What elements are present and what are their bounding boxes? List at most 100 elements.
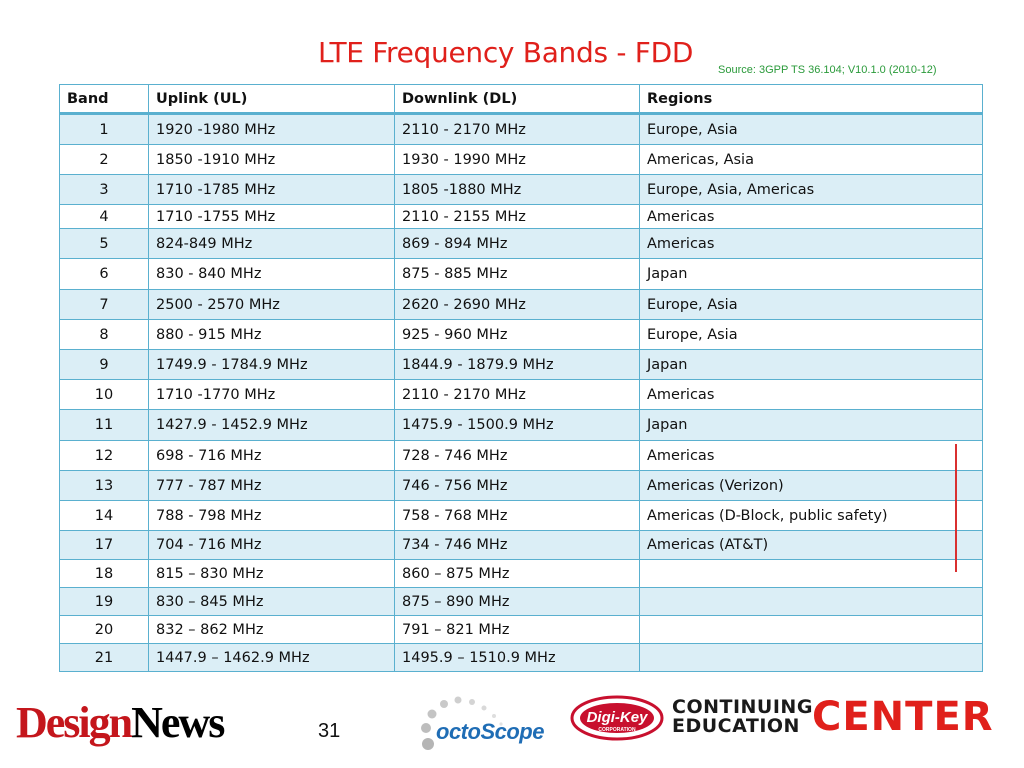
cell-downlink: 860 – 875 MHz <box>394 559 640 588</box>
cell-uplink: 1447.9 – 1462.9 MHz <box>148 643 395 672</box>
design-news-logo-part2: News <box>131 698 225 747</box>
cell-downlink: 1495.9 – 1510.9 MHz <box>394 643 640 672</box>
cell-downlink: 875 – 890 MHz <box>394 587 640 616</box>
cell-band: 7 <box>59 289 149 320</box>
lte-bands-table: Band Uplink (UL) Downlink (DL) Regions 1… <box>59 84 983 672</box>
cec-center-text: CENTER <box>812 694 994 740</box>
header-uplink: Uplink (UL) <box>148 84 395 115</box>
cell-uplink: 1710 -1755 MHz <box>148 204 395 229</box>
cell-downlink: 2110 - 2170 MHz <box>394 113 640 145</box>
cell-downlink: 734 - 746 MHz <box>394 530 640 560</box>
table-row: 11 1427.9 - 1452.9 MHz 1475.9 - 1500.9 MHz… <box>59 409 983 441</box>
cell-downlink: 1930 - 1990 MHz <box>394 144 640 175</box>
digikey-logo: Digi-Key CORPORATION <box>570 695 664 741</box>
cell-uplink: 824-849 MHz <box>148 228 395 259</box>
cell-band: 2 <box>59 144 149 175</box>
table-row: 14 788 - 798 MHz 758 - 768 MHz Americas (D-… <box>59 500 983 531</box>
cell-band: 8 <box>59 319 149 350</box>
cell-regions: Americas (AT&T) <box>639 530 983 560</box>
cell-downlink: 2110 - 2155 MHz <box>394 204 640 229</box>
source-citation: Source: 3GPP TS 36.104; V10.1.0 (2010-12… <box>718 64 937 76</box>
cell-regions <box>639 559 983 588</box>
cell-regions: Japan <box>639 349 983 380</box>
cell-regions <box>639 615 983 644</box>
cell-downlink: 875 - 885 MHz <box>394 258 640 290</box>
cell-uplink: 777 - 787 MHz <box>148 470 395 501</box>
table-row: 4 1710 -1755 MHz 2110 - 2155 MHz Americas <box>59 204 983 229</box>
cell-downlink: 1475.9 - 1500.9 MHz <box>394 409 640 441</box>
cell-regions: Americas <box>639 228 983 259</box>
cell-uplink: 1710 -1770 MHz <box>148 379 395 410</box>
page-number: 31 <box>318 720 341 742</box>
slide-title: LTE Frequency Bands - FDD <box>318 36 694 69</box>
cell-uplink: 830 – 845 MHz <box>148 587 395 616</box>
table-row: 1 1920 -1980 MHz 2110 - 2170 MHz Europe, As… <box>59 113 983 145</box>
cell-regions <box>639 587 983 616</box>
cell-downlink: 746 - 756 MHz <box>394 470 640 501</box>
cec-line1: CONTINUING <box>672 696 813 718</box>
cell-band: 9 <box>59 349 149 380</box>
continuing-education-logo: CONTINUING EDUCATION <box>672 698 813 736</box>
cell-downlink: 869 - 894 MHz <box>394 228 640 259</box>
cell-regions: Europe, Asia, Americas <box>639 174 983 205</box>
cell-band: 19 <box>59 587 149 616</box>
octoscope-dots-icon <box>421 696 503 750</box>
cell-band: 4 <box>59 204 149 229</box>
cell-band: 20 <box>59 615 149 644</box>
table-row: 17 704 - 716 MHz 734 - 746 MHz Americas (AT… <box>59 530 983 560</box>
cell-downlink: 758 - 768 MHz <box>394 500 640 531</box>
table-row: 7 2500 - 2570 MHz 2620 - 2690 MHz Europe, A… <box>59 289 983 320</box>
cell-regions: Europe, Asia <box>639 113 983 145</box>
cell-band: 11 <box>59 409 149 441</box>
cell-band: 1 <box>59 113 149 145</box>
table-row: 3 1710 -1785 MHz 1805 -1880 MHz Europe, Asi… <box>59 174 983 205</box>
cell-regions: Japan <box>639 258 983 290</box>
cell-band: 17 <box>59 530 149 560</box>
cell-uplink: 1427.9 - 1452.9 MHz <box>148 409 395 441</box>
octoscope-logo: octoScope <box>436 719 544 744</box>
cell-regions: Americas (D-Block, public safety) <box>639 500 983 531</box>
cell-band: 14 <box>59 500 149 531</box>
cell-regions: Americas, Asia <box>639 144 983 175</box>
cell-regions <box>639 643 983 672</box>
cell-band: 3 <box>59 174 149 205</box>
cell-regions: Japan <box>639 409 983 441</box>
cec-line2: EDUCATION <box>672 715 800 737</box>
cell-uplink: 830 - 840 MHz <box>148 258 395 290</box>
table-row: 12 698 - 716 MHz 728 - 746 MHz Americas <box>59 440 983 471</box>
cell-uplink: 788 - 798 MHz <box>148 500 395 531</box>
cell-band: 6 <box>59 258 149 290</box>
cell-downlink: 728 - 746 MHz <box>394 440 640 471</box>
table-row: 10 1710 -1770 MHz 2110 - 2170 MHz Americas <box>59 379 983 410</box>
cell-downlink: 925 - 960 MHz <box>394 319 640 350</box>
cell-downlink: 791 – 821 MHz <box>394 615 640 644</box>
cell-uplink: 1920 -1980 MHz <box>148 113 395 145</box>
table-row: 8 880 - 915 MHz 925 - 960 MHz Europe, Asia <box>59 319 983 350</box>
cell-band: 10 <box>59 379 149 410</box>
design-news-logo: DesignNews <box>16 698 225 748</box>
cell-uplink: 1850 -1910 MHz <box>148 144 395 175</box>
table-row: 2 1850 -1910 MHz 1930 - 1990 MHz Americas, … <box>59 144 983 175</box>
table-row: 20 832 – 862 MHz 791 – 821 MHz <box>59 615 983 644</box>
cell-regions: Americas <box>639 379 983 410</box>
cell-regions: Europe, Asia <box>639 289 983 320</box>
table-row: 18 815 – 830 MHz 860 – 875 MHz <box>59 559 983 588</box>
cell-regions: Americas (Verizon) <box>639 470 983 501</box>
table-body: 1 1920 -1980 MHz 2110 - 2170 MHz Europe, As… <box>59 113 983 672</box>
table-row: 6 830 - 840 MHz 875 - 885 MHz Japan <box>59 258 983 290</box>
cell-band: 12 <box>59 440 149 471</box>
cell-downlink: 1844.9 - 1879.9 MHz <box>394 349 640 380</box>
cell-downlink: 1805 -1880 MHz <box>394 174 640 205</box>
cell-regions: Americas <box>639 204 983 229</box>
cell-downlink: 2110 - 2170 MHz <box>394 379 640 410</box>
annotation-line <box>955 444 957 572</box>
cell-regions: Americas <box>639 440 983 471</box>
cell-uplink: 698 - 716 MHz <box>148 440 395 471</box>
header-downlink: Downlink (DL) <box>394 84 640 115</box>
table-row: 13 777 - 787 MHz 746 - 756 MHz Americas (Ve… <box>59 470 983 501</box>
header-regions: Regions <box>639 84 983 115</box>
cell-uplink: 1710 -1785 MHz <box>148 174 395 205</box>
digikey-logo-sub: CORPORATION <box>598 727 636 733</box>
table-row: 9 1749.9 - 1784.9 MHz 1844.9 - 1879.9 MHz J… <box>59 349 983 380</box>
header-band: Band <box>59 84 149 115</box>
